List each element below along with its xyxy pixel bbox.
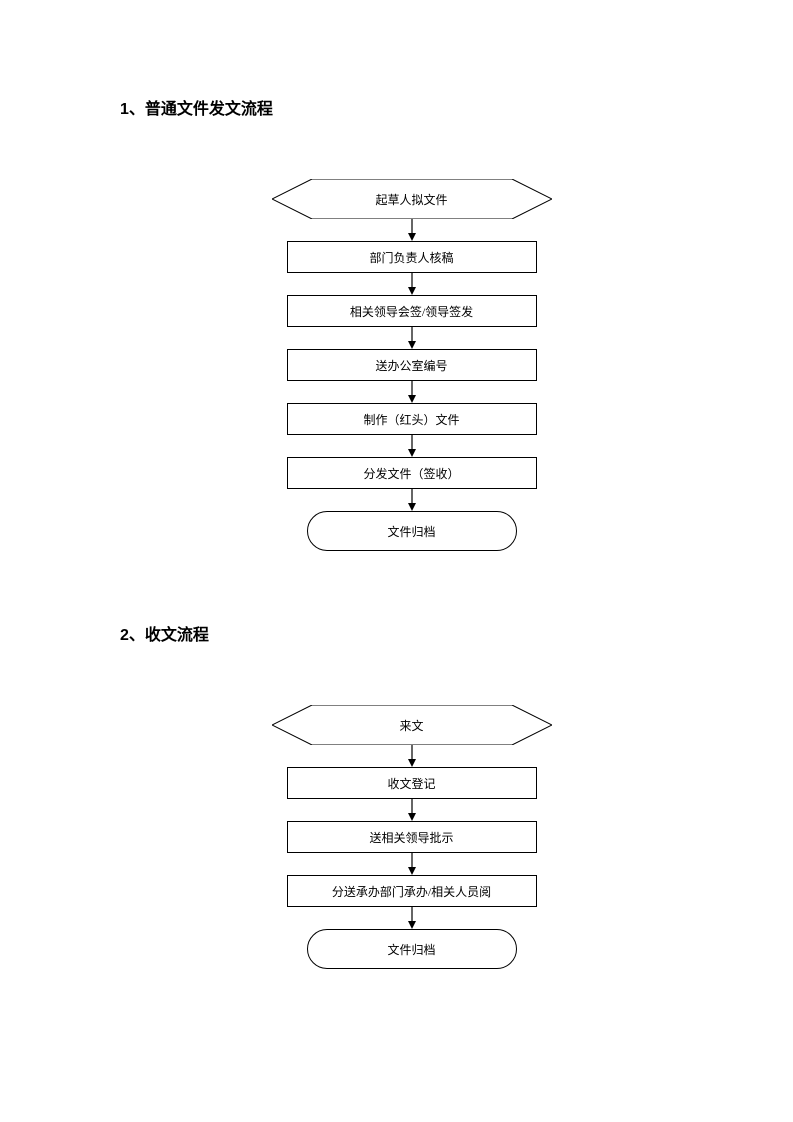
section-1: 1、普通文件发文流程 起草人拟文件 部门负责人核稿 xyxy=(120,95,673,551)
flowchart-1-node-0: 起草人拟文件 xyxy=(272,179,552,219)
arrow-icon xyxy=(402,435,422,457)
arrow-icon xyxy=(402,381,422,403)
flowchart-2-node-3: 分送承办部门承办/相关人员阅 xyxy=(287,875,537,907)
section-separator xyxy=(120,551,673,621)
section-2-heading: 2、收文流程 xyxy=(120,621,673,645)
arrow-icon xyxy=(402,853,422,875)
flowchart-2-node-1: 收文登记 xyxy=(287,767,537,799)
flowchart-1: 起草人拟文件 部门负责人核稿 相关领导会签/领导签发 xyxy=(150,179,673,551)
arrow-icon xyxy=(402,745,422,767)
flowchart-1-node-3-label: 送办公室编号 xyxy=(375,357,447,374)
flowchart-1-node-0-label: 起草人拟文件 xyxy=(375,191,447,208)
arrow-icon xyxy=(402,489,422,511)
flowchart-1-node-4-label: 制作（红头）文件 xyxy=(363,411,459,428)
arrow-icon xyxy=(402,273,422,295)
flowchart-2-node-1-label: 收文登记 xyxy=(387,775,435,792)
arrow-icon xyxy=(402,327,422,349)
flowchart-1-node-5-label: 分发文件（签收） xyxy=(363,465,459,482)
flowchart-1-node-5: 分发文件（签收） xyxy=(287,457,537,489)
flowchart-1-node-6: 文件归档 xyxy=(307,511,517,551)
flowchart-2-node-3-label: 分送承办部门承办/相关人员阅 xyxy=(332,883,491,900)
flowchart-2-node-4-label: 文件归档 xyxy=(387,941,435,958)
arrow-icon xyxy=(402,799,422,821)
flowchart-1-node-1-label: 部门负责人核稿 xyxy=(369,249,453,266)
flowchart-1-node-4: 制作（红头）文件 xyxy=(287,403,537,435)
flowchart-1-node-2: 相关领导会签/领导签发 xyxy=(287,295,537,327)
flowchart-1-node-3: 送办公室编号 xyxy=(287,349,537,381)
arrow-icon xyxy=(402,219,422,241)
flowchart-1-node-1: 部门负责人核稿 xyxy=(287,241,537,273)
flowchart-1-node-6-label: 文件归档 xyxy=(387,523,435,540)
flowchart-2-node-2-label: 送相关领导批示 xyxy=(369,829,453,846)
section-1-heading: 1、普通文件发文流程 xyxy=(120,95,673,119)
flowchart-2-node-0: 来文 xyxy=(272,705,552,745)
flowchart-1-node-2-label: 相关领导会签/领导签发 xyxy=(350,303,473,320)
flowchart-2-node-4: 文件归档 xyxy=(307,929,517,969)
flowchart-2: 来文 收文登记 送相关领导批示 xyxy=(150,705,673,969)
arrow-icon xyxy=(402,907,422,929)
section-2: 2、收文流程 来文 收文登记 xyxy=(120,621,673,969)
flowchart-2-node-2: 送相关领导批示 xyxy=(287,821,537,853)
document-page: 1、普通文件发文流程 起草人拟文件 部门负责人核稿 xyxy=(0,0,793,1029)
flowchart-2-node-0-label: 来文 xyxy=(399,717,423,734)
